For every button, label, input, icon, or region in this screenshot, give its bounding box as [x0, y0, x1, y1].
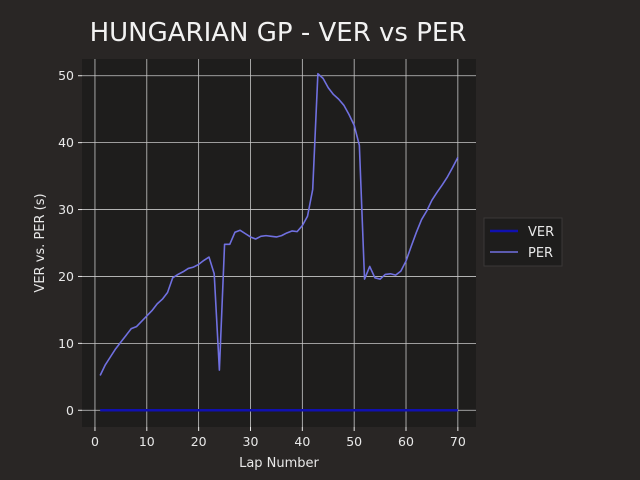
x-tick-label: 60 [398, 434, 414, 449]
x-tick-label: 0 [91, 434, 99, 449]
x-tick-label: 10 [139, 434, 155, 449]
chart-title: HUNGARIAN GP - VER vs PER [90, 18, 467, 48]
y-tick-label: 30 [58, 202, 74, 217]
x-tick-label: 70 [450, 434, 466, 449]
legend-label-per: PER [528, 246, 553, 261]
y-tick-label: 0 [66, 403, 74, 418]
x-tick-label: 40 [294, 434, 310, 449]
y-tick-labels: 0 10 20 30 40 50 [58, 68, 74, 418]
y-tick-label: 40 [58, 135, 74, 150]
x-axis-label: Lap Number [239, 456, 319, 471]
plot-area [82, 59, 476, 427]
y-tick-label: 50 [58, 68, 74, 83]
x-tick-label: 30 [243, 434, 259, 449]
legend-label-ver: VER [528, 225, 554, 240]
x-tick-label: 50 [346, 434, 362, 449]
x-tick-labels: 0 10 20 30 40 50 60 70 [91, 434, 466, 449]
y-tick-label: 10 [58, 336, 74, 351]
y-tick-label: 20 [58, 269, 74, 284]
x-tick-label: 20 [191, 434, 207, 449]
y-axis-label: VER vs. PER (s) [33, 193, 48, 292]
legend: VER PER [484, 218, 562, 266]
